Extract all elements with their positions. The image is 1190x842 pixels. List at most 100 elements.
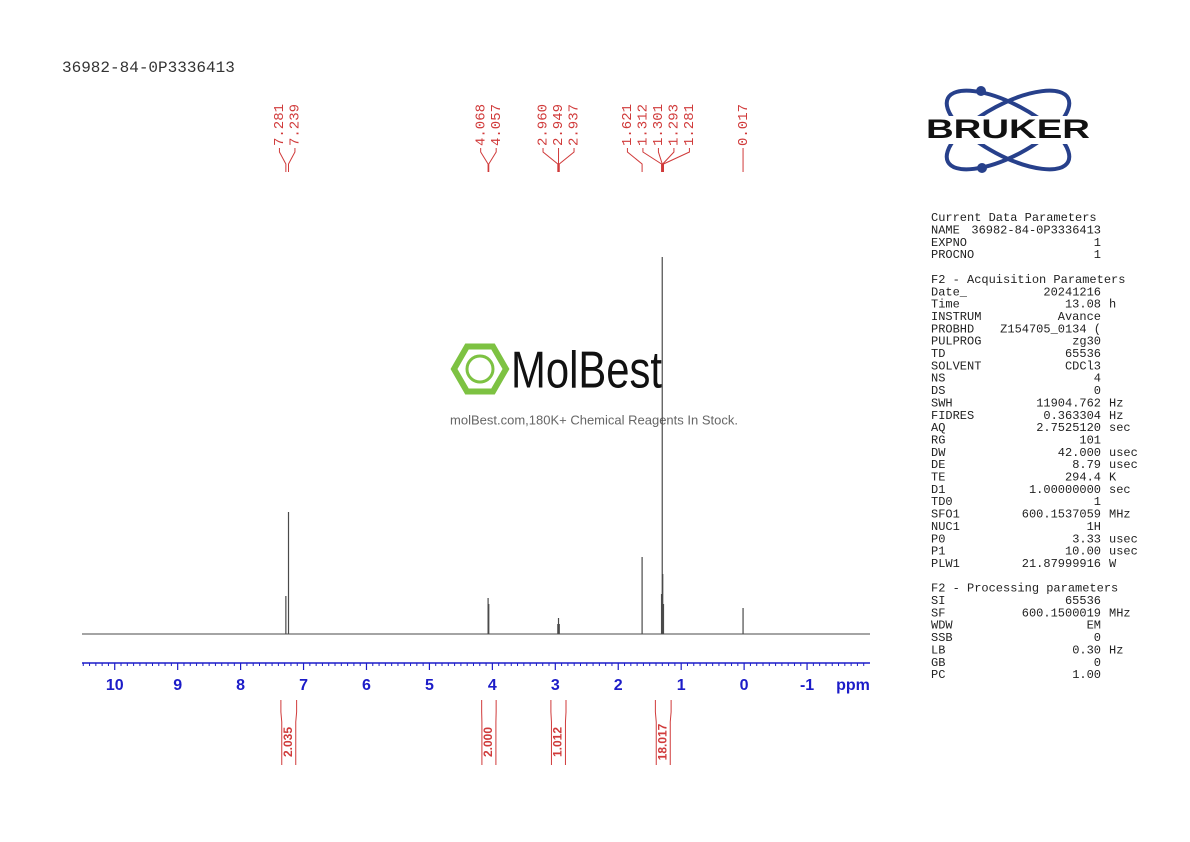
peak-connector: [288, 148, 296, 172]
peak-label: 2.949: [551, 104, 567, 146]
parameter-value: 42.000: [1058, 446, 1101, 460]
parameter-name: AQ: [931, 421, 945, 435]
integral-label: 1.012: [551, 727, 565, 757]
parameter-name: SOLVENT: [931, 359, 981, 373]
parameter-value: zg30: [1072, 335, 1101, 349]
parameter-value: 0: [1094, 631, 1101, 645]
parameter-value: 20241216: [1043, 285, 1101, 299]
parameter-name: TD: [931, 347, 945, 361]
peak-label: 2.960: [536, 104, 552, 146]
parameter-name: TE: [931, 471, 945, 485]
parameter-name: GB: [931, 656, 945, 670]
parameter-unit: sec: [1109, 483, 1131, 497]
parameter-unit: usec: [1109, 532, 1138, 546]
parameter-value: 294.4: [1065, 471, 1101, 485]
peak-connector: [642, 148, 663, 172]
x-tick-label: 8: [236, 677, 245, 694]
peak-connector: [662, 148, 690, 172]
peak-connector: [558, 148, 575, 172]
parameter-name: DW: [931, 446, 946, 460]
parameter-value: 65536: [1065, 594, 1101, 608]
parameter-unit: sec: [1109, 421, 1131, 435]
peak-label: 7.239: [288, 104, 304, 146]
parameter-name: P1: [931, 545, 945, 559]
x-tick-label: 6: [362, 677, 371, 694]
parameter-value: 65536: [1065, 347, 1101, 361]
watermark-tagline: molBest.com,180K+ Chemical Reagents In S…: [450, 412, 738, 427]
parameter-value: CDCl3: [1065, 359, 1101, 373]
parameter-name: D1: [931, 483, 945, 497]
parameter-name: EXPNO: [931, 236, 967, 250]
parameter-name: WDW: [931, 619, 953, 633]
parameter-section-title: F2 - Acquisition Parameters: [931, 273, 1125, 287]
peak-label: 0.017: [736, 104, 752, 146]
x-tick-label: 10: [106, 677, 124, 694]
watermark-brand: MolBest: [511, 342, 662, 400]
parameter-value: 0: [1094, 384, 1101, 398]
parameter-unit: usec: [1109, 458, 1138, 472]
logo-text: BRUKER: [926, 114, 1090, 144]
integral-label: 2.035: [281, 727, 295, 757]
integral-bracket: [654, 700, 672, 765]
parameter-unit: Hz: [1109, 643, 1123, 657]
parameter-value: 8.79: [1072, 458, 1101, 472]
x-tick-label: 5: [425, 677, 434, 694]
parameter-value: 10.00: [1065, 545, 1101, 559]
peak-label: 1.281: [682, 104, 698, 146]
parameter-name: PLW1: [931, 557, 960, 571]
parameter-value: 101: [1079, 433, 1101, 447]
parameter-name: PULPROG: [931, 335, 981, 349]
x-tick-label: -1: [800, 677, 814, 694]
peak-connector: [662, 148, 675, 172]
parameter-name: NAME: [931, 224, 960, 238]
logo-dot: [976, 86, 986, 96]
peak-label: 1.293: [667, 104, 683, 146]
parameter-unit: Hz: [1109, 409, 1123, 423]
peak-connector: [278, 148, 287, 172]
parameter-value: 600.1500019: [1022, 606, 1101, 620]
peak-label: 1.301: [651, 104, 667, 146]
parameter-name: SFO1: [931, 508, 960, 522]
integral-bracket: [481, 700, 497, 765]
parameter-value: 1: [1094, 248, 1101, 262]
parameter-name: INSTRUM: [931, 310, 981, 324]
parameter-name: RG: [931, 433, 945, 447]
parameter-unit: usec: [1109, 446, 1138, 460]
parameter-unit: MHz: [1109, 606, 1131, 620]
parameter-value: 1: [1094, 236, 1101, 250]
x-tick-label: 7: [299, 677, 308, 694]
integral-bracket: [550, 700, 567, 765]
parameter-name: TD0: [931, 495, 953, 509]
peak-label: 1.312: [636, 104, 652, 146]
x-tick-label: 3: [551, 677, 560, 694]
parameter-value: 600.1537059: [1022, 508, 1101, 522]
peak-label: 4.057: [489, 104, 505, 146]
logo: BRUKER: [924, 86, 1092, 173]
parameter-unit: K: [1109, 471, 1117, 485]
parameter-value: 0.30: [1072, 643, 1101, 657]
parameter-name: PROCNO: [931, 248, 974, 262]
parameter-value: 1.00000000: [1029, 483, 1101, 497]
parameter-value: 11904.762: [1036, 396, 1101, 410]
parameter-name: Time: [931, 298, 960, 312]
parameter-value: 3.33: [1072, 532, 1101, 546]
parameter-name: DE: [931, 458, 945, 472]
parameter-name: LB: [931, 643, 945, 657]
logo-backdrop: [924, 116, 1092, 144]
parameter-unit: MHz: [1109, 508, 1131, 522]
watermark-icon: [465, 354, 495, 384]
parameter-value: 0.363304: [1043, 409, 1101, 423]
x-tick-label: 0: [740, 677, 749, 694]
peak-connector: [626, 148, 643, 172]
parameter-value: 1.00: [1072, 668, 1101, 682]
peak-connector: [542, 148, 559, 172]
parameter-name: NS: [931, 372, 945, 386]
parameter-value: 21.87999916: [1022, 557, 1101, 571]
peak-connector: [480, 148, 489, 172]
parameter-name: P0: [931, 532, 945, 546]
parameter-value: 4: [1094, 372, 1101, 386]
parameter-name: PC: [931, 668, 945, 682]
logo-dot: [977, 163, 987, 173]
